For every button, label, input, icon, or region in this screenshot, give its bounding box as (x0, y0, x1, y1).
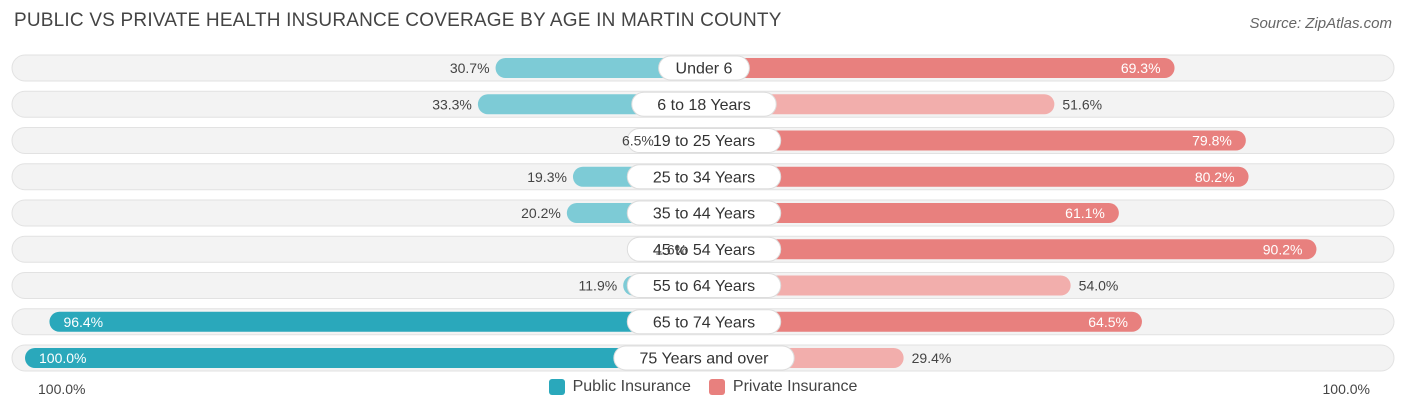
public-value-label: 1.6% (655, 241, 687, 257)
category-label: Under 6 (676, 61, 733, 78)
private-value-label: 90.2% (1263, 241, 1303, 257)
legend-swatch-private (708, 379, 725, 395)
legend-item-public: Public Insurance (548, 378, 691, 396)
private-bar (704, 239, 1317, 260)
public-value-label: 96.4% (63, 314, 103, 330)
legend: Public Insurance Private Insurance (0, 378, 1406, 396)
category-label: 75 Years and over (640, 351, 770, 368)
private-bar (704, 94, 1055, 115)
category-label: 55 to 64 Years (653, 278, 755, 295)
private-value-label: 51.6% (1062, 96, 1102, 112)
private-value-label: 69.3% (1121, 60, 1161, 76)
public-value-label: 6.5% (622, 133, 654, 149)
category-label: 19 to 25 Years (653, 133, 755, 150)
private-bar (704, 58, 1175, 78)
private-value-label: 61.1% (1065, 205, 1105, 221)
private-value-label: 80.2% (1195, 169, 1235, 185)
category-label: 35 to 44 Years (653, 206, 755, 223)
category-label: 25 to 34 Years (653, 169, 755, 186)
category-label-pill (626, 164, 782, 190)
public-bar (25, 348, 704, 368)
public-value-label: 11.9% (579, 278, 618, 294)
category-label-pill (613, 345, 795, 371)
private-bar (704, 203, 1119, 223)
public-value-label: 33.3% (432, 96, 472, 112)
private-value-label: 29.4% (912, 350, 952, 366)
public-value-label: 100.0% (39, 350, 86, 366)
private-bar (704, 166, 1249, 187)
public-value-label: 30.7% (450, 60, 490, 76)
axis-right-label: 100.0% (1322, 381, 1370, 397)
private-bar (704, 311, 1142, 332)
public-bar (495, 58, 704, 78)
category-label: 6 to 18 Years (657, 97, 750, 114)
private-bar (704, 130, 1246, 151)
private-value-label: 79.8% (1192, 133, 1232, 149)
category-label-pill (626, 236, 782, 262)
legend-label-private: Private Insurance (732, 378, 858, 395)
public-value-label: 20.2% (521, 205, 561, 221)
private-bar (704, 275, 1071, 296)
public-bar (49, 311, 705, 332)
category-label: 45 to 54 Years (653, 242, 755, 259)
category-label-pill (658, 55, 750, 81)
category-label: 65 to 74 Years (653, 314, 755, 331)
legend-label-public: Public Insurance (572, 378, 691, 395)
legend-swatch-public (548, 379, 565, 395)
private-value-label: 54.0% (1079, 278, 1119, 294)
category-label-pill (626, 128, 782, 153)
source-label: Source: ZipAtlas.com (1249, 15, 1392, 32)
chart-title: PUBLIC VS PRIVATE HEALTH INSURANCE COVER… (14, 10, 782, 31)
category-label-pill (626, 273, 782, 298)
axis-left-label: 100.0% (38, 381, 86, 397)
category-label-pill (626, 200, 782, 226)
category-label-pill (631, 91, 777, 117)
legend-item-private: Private Insurance (708, 378, 858, 396)
public-value-label: 19.3% (527, 169, 567, 185)
category-label-pill (626, 309, 782, 335)
private-value-label: 64.5% (1088, 314, 1128, 330)
